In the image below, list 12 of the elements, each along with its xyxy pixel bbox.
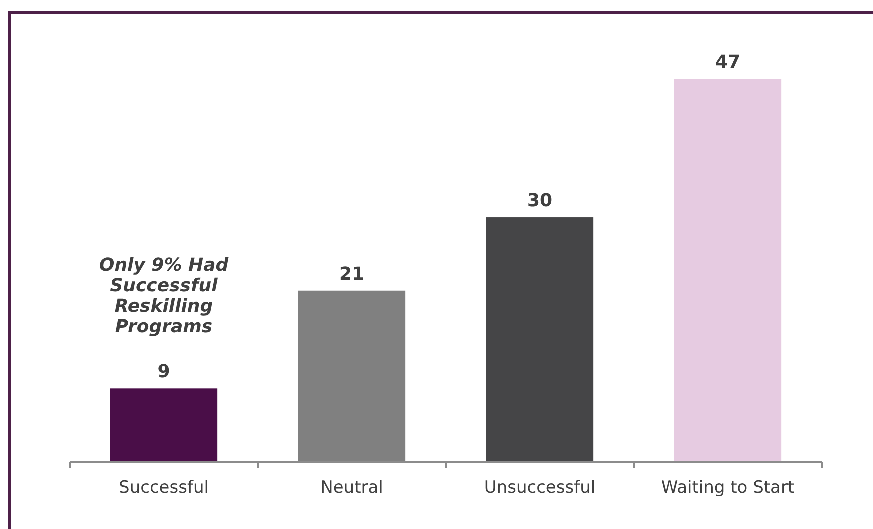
bar	[486, 218, 594, 462]
bar	[110, 388, 218, 462]
x-tick-label: Unsuccessful	[484, 478, 596, 498]
x-tick-label: Neutral	[320, 478, 384, 498]
x-tick-label: Waiting to Start	[661, 478, 795, 498]
data-label: 9	[158, 362, 170, 383]
annotation: Only 9% Had Successful Reskilling Programs	[99, 255, 230, 338]
data-label: 21	[339, 264, 365, 285]
data-label: 47	[715, 52, 741, 73]
x-tick-label: Successful	[119, 478, 209, 498]
data-label: 30	[527, 190, 553, 212]
bar	[674, 79, 782, 462]
